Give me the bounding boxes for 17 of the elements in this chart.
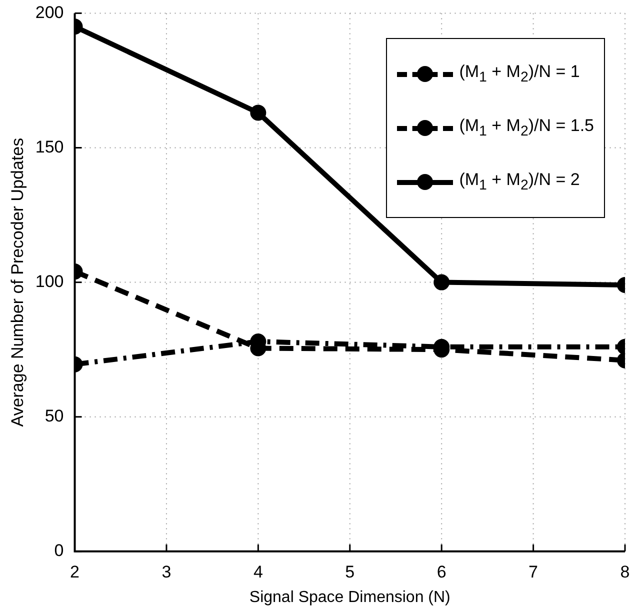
x-tick-label: 5 (345, 562, 355, 582)
legend-label: (M$_{1}$ + M$_{2}$)/N = 1.5 (459, 116, 594, 140)
x-tick-label: 6 (436, 562, 446, 582)
y-tick-label: 0 (54, 541, 64, 560)
x-tick-label: 7 (528, 562, 538, 582)
x-axis-title: Signal Space Dimension (N) (249, 588, 450, 606)
y-tick-label: 200 (35, 2, 64, 22)
legend-label: (M$_{1}$ + M$_{2}$)/N = 1 (459, 62, 580, 86)
y-tick-label: 150 (35, 137, 64, 156)
legend-label: (M$_{1}$ + M$_{2}$)/N = 2 (459, 170, 580, 194)
y-tick-label: 100 (35, 272, 64, 291)
x-tick-label: 3 (162, 562, 172, 582)
x-tick-label: 4 (253, 562, 263, 582)
x-tick-label: 8 (620, 562, 630, 582)
x-tick-label: 2 (70, 562, 80, 582)
y-axis-title: Average Number of Precoder Updates (8, 138, 27, 427)
y-tick-label: 50 (44, 406, 64, 426)
